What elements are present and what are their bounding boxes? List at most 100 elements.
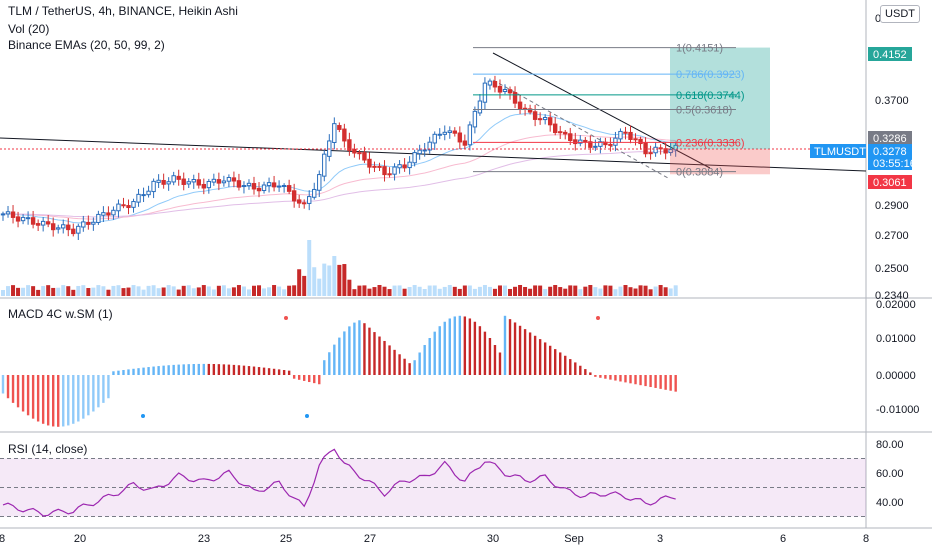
volume-bar	[91, 287, 96, 296]
candle-body	[266, 182, 272, 187]
candle-body	[45, 221, 51, 225]
volume-bar	[367, 288, 372, 296]
price-label-bg	[868, 175, 912, 189]
volume-bar	[633, 288, 638, 296]
volume-bar	[71, 289, 76, 296]
currency-button[interactable]: USDT	[880, 5, 920, 23]
price-tick: 0.2500	[875, 263, 909, 275]
candle-body	[51, 223, 56, 231]
volume-bar	[362, 285, 367, 296]
candle-body	[206, 180, 212, 189]
fib-label-0: 0(0.3084)	[676, 167, 723, 179]
ema-indicator-label[interactable]: Binance EMAs (20, 50, 99, 2)	[8, 38, 165, 52]
time-tick: 3	[657, 533, 663, 545]
candle-body	[492, 81, 498, 88]
volume-bar	[407, 287, 412, 296]
volume-bar	[417, 286, 422, 296]
symbol-tag[interactable]: TLMUSDT	[814, 146, 866, 158]
time-tick: 30	[487, 533, 499, 545]
long-position-loss-zone	[670, 149, 770, 175]
volume-bar	[578, 289, 583, 296]
candle-body	[66, 224, 71, 231]
rsi-indicator-label[interactable]: RSI (14, close)	[8, 442, 88, 456]
candle-body	[337, 125, 342, 130]
price-tick: 0.2700	[875, 230, 909, 242]
volume-bar	[131, 285, 136, 296]
candle-body	[558, 131, 563, 134]
candle-body	[96, 213, 101, 223]
candle-body	[397, 164, 402, 169]
candle-body	[156, 179, 161, 183]
candle-body	[121, 204, 126, 207]
candle-body	[633, 138, 638, 141]
volume-bar	[231, 287, 236, 296]
volume-bar	[518, 285, 523, 296]
volume-bar	[558, 287, 563, 296]
volume-bar	[573, 285, 578, 296]
volume-bar	[377, 285, 382, 296]
candle-body	[0, 213, 6, 216]
candle-body	[256, 187, 262, 192]
volume-bar	[226, 288, 231, 296]
volume-bar	[648, 289, 653, 296]
candle-body	[20, 216, 26, 222]
candle-body	[286, 185, 292, 192]
trend-line	[0, 137, 867, 172]
fib-label-0.618: 0.618(0.3744)	[676, 90, 745, 102]
trend-line-dashed	[492, 79, 669, 179]
candle-body	[347, 139, 352, 151]
volume-bar	[492, 288, 497, 296]
volume-bar	[262, 288, 267, 296]
volume-bar	[583, 286, 588, 296]
volume-bar	[106, 289, 111, 296]
volume-bar	[467, 285, 472, 296]
candle-body	[61, 224, 66, 229]
volume-bar	[76, 285, 81, 296]
volume-bar	[196, 287, 201, 296]
candle-body	[422, 149, 427, 152]
candle-body	[477, 100, 483, 114]
volume-bar	[352, 289, 357, 296]
candle-body	[507, 89, 513, 94]
price-pane[interactable]: 1(0.4151) 0.786(0.3923) 0.618(0.3744) 0.5(0…	[0, 43, 867, 296]
candle-body	[573, 139, 578, 145]
macd-signal-dot	[284, 316, 288, 320]
volume-bar	[161, 287, 166, 296]
price-tick: 0.3700	[875, 95, 909, 107]
volume-indicator-label[interactable]: Vol (20)	[8, 22, 50, 36]
volume-bar	[372, 287, 377, 296]
candle-body	[568, 133, 573, 142]
candle-body	[342, 128, 347, 142]
candle-body	[176, 175, 181, 180]
candle-body	[276, 185, 282, 188]
macd-signal-dot	[141, 414, 145, 418]
volume-bar	[146, 285, 151, 296]
volume-bar	[302, 275, 307, 296]
macd-indicator-label[interactable]: MACD 4C w.SM (1)	[8, 307, 113, 321]
volume-bar	[337, 264, 342, 296]
candle-body	[442, 131, 447, 135]
candle-body	[40, 220, 46, 226]
candle-body	[136, 193, 141, 203]
volume-bar	[503, 285, 507, 296]
candle-body	[10, 211, 16, 218]
rsi-pane[interactable]	[0, 448, 866, 517]
volume-bar	[181, 285, 186, 296]
volume-bar	[653, 286, 658, 296]
candle-body	[91, 221, 96, 225]
candle-body	[553, 123, 558, 134]
candle-body	[417, 149, 422, 155]
candle-body	[30, 217, 36, 225]
candle-body	[517, 101, 523, 110]
candle-body	[357, 152, 362, 155]
time-tick: 25	[280, 533, 292, 545]
volume-bar	[392, 285, 397, 296]
candle-body	[502, 88, 508, 93]
candle-body	[241, 185, 247, 188]
macd-pane[interactable]	[1, 315, 677, 427]
volume-bar	[16, 287, 21, 296]
volume-bar	[523, 286, 528, 296]
volume-bar	[387, 289, 392, 296]
volume-bar	[432, 285, 437, 296]
